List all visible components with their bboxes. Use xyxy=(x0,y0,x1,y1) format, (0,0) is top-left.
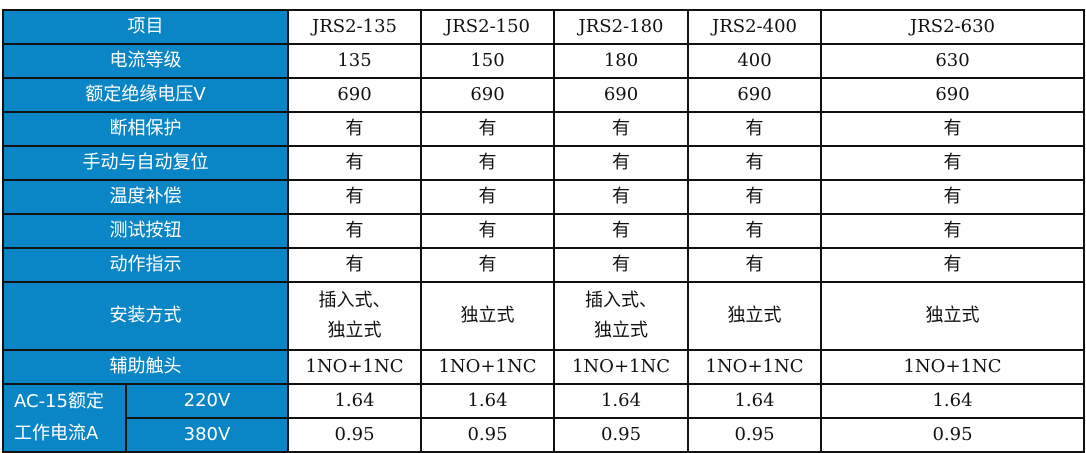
table-row: 手动与自动复位有有有有有 xyxy=(2,145,1085,181)
table-cell: 1.64 xyxy=(687,383,822,419)
table-row: 温度补偿有有有有有 xyxy=(2,179,1085,215)
table-row: 动作指示有有有有有 xyxy=(2,247,1085,283)
table-cell: 0.95 xyxy=(687,417,822,453)
cell-line: 插入式、 xyxy=(318,290,391,311)
label-line: AC-15额定 xyxy=(14,391,104,412)
table-row: 测试按钮有有有有有 xyxy=(2,213,1085,249)
table-cell: 插入式、 独立式 xyxy=(287,281,422,351)
table-cell: 0.95 xyxy=(553,417,689,453)
table-cell: 690 xyxy=(687,77,822,113)
row-label: 额定绝缘电压V xyxy=(2,77,289,113)
table-cell: 有 xyxy=(287,179,422,215)
table-cell: 有 xyxy=(287,111,422,147)
model-header: JRS2-630 xyxy=(820,9,1085,45)
cell-line: 独立式 xyxy=(594,320,648,341)
header-label: 项目 xyxy=(2,9,289,45)
table-cell: 有 xyxy=(553,179,689,215)
table-cell: 有 xyxy=(687,111,822,147)
table-cell: 0.95 xyxy=(287,417,422,453)
cell-line: 独立式 xyxy=(925,305,980,326)
table-cell: 有 xyxy=(687,213,822,249)
spec-table: 项目 JRS2-135 JRS2-150 JRS2-180 JRS2-400 JRS2-6… xyxy=(2,9,1085,453)
ac15-row: 380V 0.95 0.95 0.95 0.95 0.95 xyxy=(3,417,1085,453)
table-cell: 有 xyxy=(687,145,822,181)
table-cell: 有 xyxy=(687,179,822,215)
cell-line: 独立式 xyxy=(327,320,382,341)
table-cell: 独立式 xyxy=(687,281,822,351)
table-cell: 1.64 xyxy=(820,383,1085,419)
table-cell: 有 xyxy=(820,111,1085,147)
table-cell: 有 xyxy=(820,213,1085,249)
cell-line: 插入式、 xyxy=(585,290,657,311)
ac15-label: AC-15额定 工作电流A xyxy=(2,383,127,453)
table-cell: 有 xyxy=(820,145,1085,181)
row-label: 动作指示 xyxy=(2,247,289,283)
table-cell: 有 xyxy=(420,145,555,181)
cell-line: 独立式 xyxy=(460,305,515,326)
table-cell: 有 xyxy=(553,145,689,181)
row-label: 安装方式 xyxy=(2,281,289,351)
table-row: 额定绝缘电压V 690 690 690 690 690 xyxy=(2,77,1085,113)
table-row: 电流等级 135 150 180 400 630 xyxy=(2,43,1085,79)
ac15-row: AC-15额定 工作电流A 220V 1.64 1.64 1.64 1.64 1.64 xyxy=(2,383,1085,453)
label-line: 工作电流A xyxy=(14,423,99,444)
table-cell: 独立式 xyxy=(820,281,1085,351)
table-cell: 690 xyxy=(420,77,555,113)
table-cell: 1NO+1NC xyxy=(553,349,689,385)
table-cell: 630 xyxy=(820,43,1085,79)
table-cell: 有 xyxy=(420,111,555,147)
table-cell: 有 xyxy=(287,145,422,181)
table-cell: 有 xyxy=(420,247,555,283)
table-cell: 有 xyxy=(820,247,1085,283)
table-cell: 有 xyxy=(553,213,689,249)
model-header: JRS2-180 xyxy=(553,9,689,45)
table-cell: 1NO+1NC xyxy=(820,349,1085,385)
table-cell: 690 xyxy=(820,77,1085,113)
table-cell: 135 xyxy=(287,43,422,79)
table-cell: 插入式、 独立式 xyxy=(553,281,689,351)
table-cell: 有 xyxy=(687,247,822,283)
table-cell: 1.64 xyxy=(420,383,555,419)
model-header: JRS2-135 xyxy=(287,9,422,45)
mount-row: 安装方式 插入式、 独立式 独立式 插入式、 独立式 独立式 独立式 xyxy=(2,281,1085,351)
row-label: 电流等级 xyxy=(2,43,289,79)
aux-row: 辅助触头 1NO+1NC 1NO+1NC 1NO+1NC 1NO+1NC 1NO+1NC xyxy=(2,349,1085,385)
voltage-label: 380V xyxy=(125,417,289,453)
row-label: 测试按钮 xyxy=(2,213,289,249)
table-cell: 有 xyxy=(553,247,689,283)
table-cell: 有 xyxy=(287,213,422,249)
table-cell: 1NO+1NC xyxy=(687,349,822,385)
table-cell: 有 xyxy=(420,179,555,215)
table-cell: 有 xyxy=(287,247,422,283)
table-cell: 1NO+1NC xyxy=(420,349,555,385)
table-cell: 690 xyxy=(287,77,422,113)
table-cell: 0.95 xyxy=(420,417,555,453)
row-label: 断相保护 xyxy=(2,111,289,147)
header-row: 项目 JRS2-135 JRS2-150 JRS2-180 JRS2-400 JRS2-6… xyxy=(2,9,1085,45)
row-label: 手动与自动复位 xyxy=(2,145,289,181)
model-header: JRS2-400 xyxy=(687,9,822,45)
table-cell: 400 xyxy=(687,43,822,79)
cell-line: 独立式 xyxy=(727,305,782,326)
table-cell: 180 xyxy=(553,43,689,79)
table-row: 断相保护有有有有有 xyxy=(2,111,1085,147)
table-cell: 690 xyxy=(553,77,689,113)
table-cell: 有 xyxy=(420,213,555,249)
model-header: JRS2-150 xyxy=(420,9,555,45)
table-cell: 有 xyxy=(553,111,689,147)
table-cell: 150 xyxy=(420,43,555,79)
table-cell: 有 xyxy=(820,179,1085,215)
voltage-label: 220V xyxy=(125,383,289,419)
table-cell: 1NO+1NC xyxy=(287,349,422,385)
table-cell: 独立式 xyxy=(420,281,555,351)
table-cell: 0.95 xyxy=(820,417,1085,453)
row-label: 温度补偿 xyxy=(2,179,289,215)
table-cell: 1.64 xyxy=(287,383,422,419)
table-cell: 1.64 xyxy=(553,383,689,419)
row-label: 辅助触头 xyxy=(2,349,289,385)
